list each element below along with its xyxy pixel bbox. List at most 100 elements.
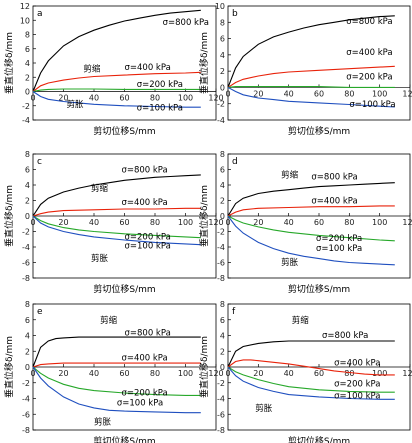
x-tick-label: 80 xyxy=(344,218,354,227)
y-tick-label: 4 xyxy=(220,181,225,190)
series-label: σ=800 kPa xyxy=(121,166,167,176)
y-tick-label: -6 xyxy=(217,410,225,419)
series-line xyxy=(32,174,201,217)
y-axis-title: 垂直位移δ/mm xyxy=(198,185,210,247)
series-line xyxy=(32,88,201,93)
region-label: 剪胀 xyxy=(94,416,112,427)
y-tick-label: 2 xyxy=(220,67,225,76)
panel-letter: c xyxy=(37,157,42,167)
x-tick-label: 40 xyxy=(284,369,294,378)
x-tick-label: 100 xyxy=(178,369,193,378)
series-line xyxy=(227,366,395,393)
y-tick-label: -4 xyxy=(217,395,225,404)
series-label: σ=100 kPa xyxy=(117,399,163,409)
y-tick-label: 2 xyxy=(25,347,30,356)
y-axis-title: 垂直位移δ/mm xyxy=(198,32,210,94)
x-tick-label: 80 xyxy=(150,218,160,227)
x-axis-title: 剪切位移S/mm xyxy=(93,283,155,295)
y-tick-label: -2 xyxy=(22,228,30,237)
x-tick-label: 20 xyxy=(58,218,68,227)
y-tick-label: 8 xyxy=(25,31,30,40)
series-line xyxy=(32,207,201,217)
region-label: 剪缩 xyxy=(281,169,299,180)
x-tick-label: 40 xyxy=(89,218,99,227)
y-tick-label: 0 xyxy=(220,363,225,372)
region-label: 剪胀 xyxy=(255,403,273,414)
y-tick-label: -6 xyxy=(22,410,30,419)
series-label: σ=200 kPa xyxy=(346,72,392,82)
series-label: σ=400 kPa xyxy=(121,354,167,364)
series-line xyxy=(32,9,201,92)
y-tick-label: 2 xyxy=(25,197,30,206)
x-tick-label: 40 xyxy=(89,369,99,378)
series-line xyxy=(227,366,395,400)
x-tick-label: 60 xyxy=(119,94,129,103)
series-line xyxy=(32,91,201,108)
panel-letter: f xyxy=(232,307,236,317)
series-line xyxy=(227,340,395,368)
x-tick-label: 20 xyxy=(253,218,263,227)
y-tick-label: 6 xyxy=(25,166,30,175)
series-line xyxy=(227,86,395,108)
y-tick-label: 12 xyxy=(20,2,30,11)
series-label: σ=400 kPa xyxy=(125,63,171,73)
series-line xyxy=(32,362,201,368)
y-tick-label: -8 xyxy=(22,426,30,435)
region-label: 剪缩 xyxy=(91,183,109,194)
y-tick-label: 0 xyxy=(220,83,225,92)
x-tick-label: 20 xyxy=(58,94,68,103)
panel-f: -8-6-4-202468020406080100120fσ=800 kPaσ=… xyxy=(198,300,412,443)
y-tick-label: 6 xyxy=(25,45,30,54)
x-axis-title: 剪切位移S/mm xyxy=(288,283,350,295)
region-label: 剪胀 xyxy=(281,257,299,268)
y-tick-label: 4 xyxy=(220,332,225,341)
x-tick-label: 60 xyxy=(314,218,324,227)
x-tick-label: 120 xyxy=(208,218,223,227)
y-tick-label: 4 xyxy=(25,181,30,190)
x-tick-label: 0 xyxy=(30,218,35,227)
y-axis-title: 垂直位移δ/mm xyxy=(3,32,15,94)
y-tick-label: 10 xyxy=(215,2,225,11)
x-tick-label: 40 xyxy=(284,89,294,98)
x-tick-label: 100 xyxy=(178,94,193,103)
x-tick-label: 0 xyxy=(225,89,230,98)
y-axis-title: 垂直位移δ/mm xyxy=(3,336,15,398)
series-label: σ=800 kPa xyxy=(125,329,171,339)
series-label: σ=200 kPa xyxy=(316,234,362,244)
panel-letter: b xyxy=(232,9,238,19)
series-label: σ=400 kPa xyxy=(311,197,357,207)
x-tick-label: 0 xyxy=(225,218,230,227)
x-tick-label: 20 xyxy=(253,369,263,378)
series-label: σ=100 kPa xyxy=(316,244,362,254)
y-tick-label: -2 xyxy=(217,100,225,109)
x-axis-title: 剪切位移S/mm xyxy=(93,125,155,137)
series-label: σ=200 kPa xyxy=(137,80,183,90)
y-tick-label: 10 xyxy=(20,16,30,25)
y-tick-label: -6 xyxy=(217,259,225,268)
x-axis-title: 剪切位移S/mm xyxy=(288,435,350,443)
series-label: σ=100 kPa xyxy=(125,242,171,252)
x-tick-label: 20 xyxy=(58,369,68,378)
x-tick-label: 80 xyxy=(344,89,354,98)
y-tick-label: -4 xyxy=(22,116,30,125)
x-tick-label: 100 xyxy=(178,218,193,227)
y-tick-label: 2 xyxy=(220,197,225,206)
y-tick-label: 0 xyxy=(25,212,30,221)
y-tick-label: -4 xyxy=(22,243,30,252)
x-tick-label: 0 xyxy=(225,369,230,378)
series-line xyxy=(227,182,395,217)
series-label: σ=100 kPa xyxy=(349,100,395,110)
x-tick-label: 100 xyxy=(372,89,387,98)
panel-d: -8-6-4-202468020406080100120dσ=800 kPaσ=… xyxy=(198,150,412,295)
x-tick-label: 120 xyxy=(402,218,412,227)
y-tick-label: 0 xyxy=(220,212,225,221)
x-tick-label: 0 xyxy=(30,369,35,378)
series-line xyxy=(227,65,395,88)
region-label: 剪胀 xyxy=(91,253,109,264)
y-tick-label: 8 xyxy=(220,150,225,159)
series-line xyxy=(227,215,395,266)
y-tick-label: -4 xyxy=(217,243,225,252)
